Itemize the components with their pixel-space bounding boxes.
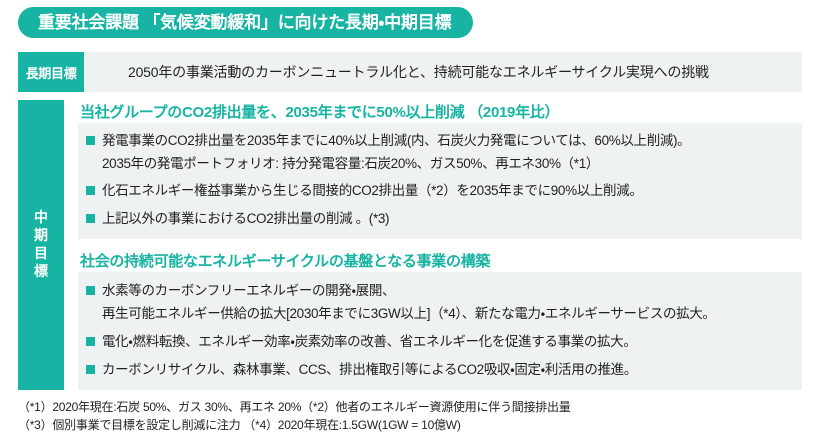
footnotes: （*1）2020年現在:石炭 50%、ガス 30%、再エネ 20%（*2）他者の… bbox=[18, 398, 808, 434]
list-item-label: 電化・燃料転換、エネルギー効率・炭素効率の改善、省エネルギー化を促進する事業の拡… bbox=[102, 334, 637, 350]
long-term-goal-row: 長期目標 2050年の事業活動のカーボンニュートラル化と、持続可能なエネルギーサ… bbox=[18, 52, 802, 92]
mid-term-label-char: 中 bbox=[34, 209, 48, 226]
section-heading-energy-cycle: 社会の持続可能なエネルギーサイクルの基盤となる事業の構築 bbox=[78, 248, 802, 273]
mid-term-goal-row: 中 期 目 標 当社グループのCO2排出量を、2035年までに50%以上削減 （… bbox=[18, 100, 802, 390]
list-item-label: 発電事業のCO2排出量を2035年までに40%以上削減(内、石炭火力発電について… bbox=[102, 132, 691, 148]
list-item: 上記以外の事業におけるCO2排出量の削減 。(*3) bbox=[84, 209, 792, 230]
section-bullets-energy-cycle: 水素等のカーボンフリーエネルギーの開発・展開、 再生可能エネルギー供給の拡大[2… bbox=[78, 272, 802, 390]
mid-term-label-char: 標 bbox=[34, 262, 48, 279]
long-term-goal-text: 2050年の事業活動のカーボンニュートラル化と、持続可能なエネルギーサイクル実現… bbox=[128, 64, 709, 80]
mid-term-label-char: 期 bbox=[34, 227, 48, 244]
list-item: 発電事業のCO2排出量を2035年までに40%以上削減(内、石炭火力発電について… bbox=[84, 131, 792, 175]
section-heading-emissions: 当社グループのCO2排出量を、2035年までに50%以上削減 （2019年比） bbox=[78, 100, 802, 123]
list-item: 水素等のカーボンフリーエネルギーの開発・展開、 再生可能エネルギー供給の拡大[2… bbox=[84, 281, 792, 325]
list-item-body: 発電事業のCO2排出量を2035年までに40%以上削減(内、石炭火力発電について… bbox=[102, 131, 691, 175]
slide-title-pill: 重要社会課題 「気候変動緩和」に向けた長期・中期目標 bbox=[18, 7, 474, 38]
mid-term-goal-body: 当社グループのCO2排出量を、2035年までに50%以上削減 （2019年比） … bbox=[64, 100, 802, 390]
mid-term-label-char: 目 bbox=[34, 245, 48, 261]
footnote-line: （*1）2020年現在:石炭 50%、ガス 30%、再エネ 20%（*2）他者の… bbox=[18, 400, 571, 414]
section-bullets-emissions: 発電事業のCO2排出量を2035年までに40%以上削減(内、石炭火力発電について… bbox=[78, 122, 802, 240]
list-item-label: 化石エネルギー権益事業から生じる間接的CO2排出量（*2）を2035年までに90… bbox=[102, 183, 643, 199]
list-item-subtext: 2035年の発電ポートフォリオ: 持分発電容量:石炭20%、ガス50%、再エネ3… bbox=[102, 155, 600, 171]
list-item: 電化・燃料転換、エネルギー効率・炭素効率の改善、省エネルギー化を促進する事業の拡… bbox=[84, 332, 792, 353]
square-bullet-icon bbox=[86, 286, 95, 296]
square-bullet-icon bbox=[86, 337, 95, 347]
list-item: カーボンリサイクル、森林事業、CCS、排出権取引等によるCO2吸収・固定・利活用… bbox=[84, 360, 792, 381]
footnote-line: （*3）個別事業で目標を設定し削減に注力 （*4）2020年現在:1.5GW(1… bbox=[18, 418, 461, 433]
list-item-subtext: 再生可能エネルギー供給の拡大[2030年までに3GW以上]（*4）、新たな電力・… bbox=[102, 306, 716, 322]
long-term-goal-label: 長期目標 bbox=[18, 52, 84, 92]
list-item-label: 水素等のカーボンフリーエネルギーの開発・展開、 bbox=[102, 283, 396, 299]
list-item-body: 水素等のカーボンフリーエネルギーの開発・展開、 再生可能エネルギー供給の拡大[2… bbox=[102, 281, 716, 325]
square-bullet-icon bbox=[86, 186, 95, 196]
square-bullet-icon bbox=[86, 214, 95, 224]
mid-term-goal-label: 中 期 目 標 bbox=[18, 100, 64, 390]
page-title: 重要社会課題 「気候変動緩和」に向けた長期・中期目標 bbox=[38, 13, 452, 32]
square-bullet-icon bbox=[86, 135, 95, 145]
square-bullet-icon bbox=[86, 365, 95, 375]
list-item: 化石エネルギー権益事業から生じる間接的CO2排出量（*2）を2035年までに90… bbox=[84, 181, 792, 202]
list-item-label: カーボンリサイクル、森林事業、CCS、排出権取引等によるCO2吸収・固定・利活用… bbox=[102, 362, 637, 378]
list-item-label: 上記以外の事業におけるCO2排出量の削減 。(*3) bbox=[102, 211, 390, 227]
